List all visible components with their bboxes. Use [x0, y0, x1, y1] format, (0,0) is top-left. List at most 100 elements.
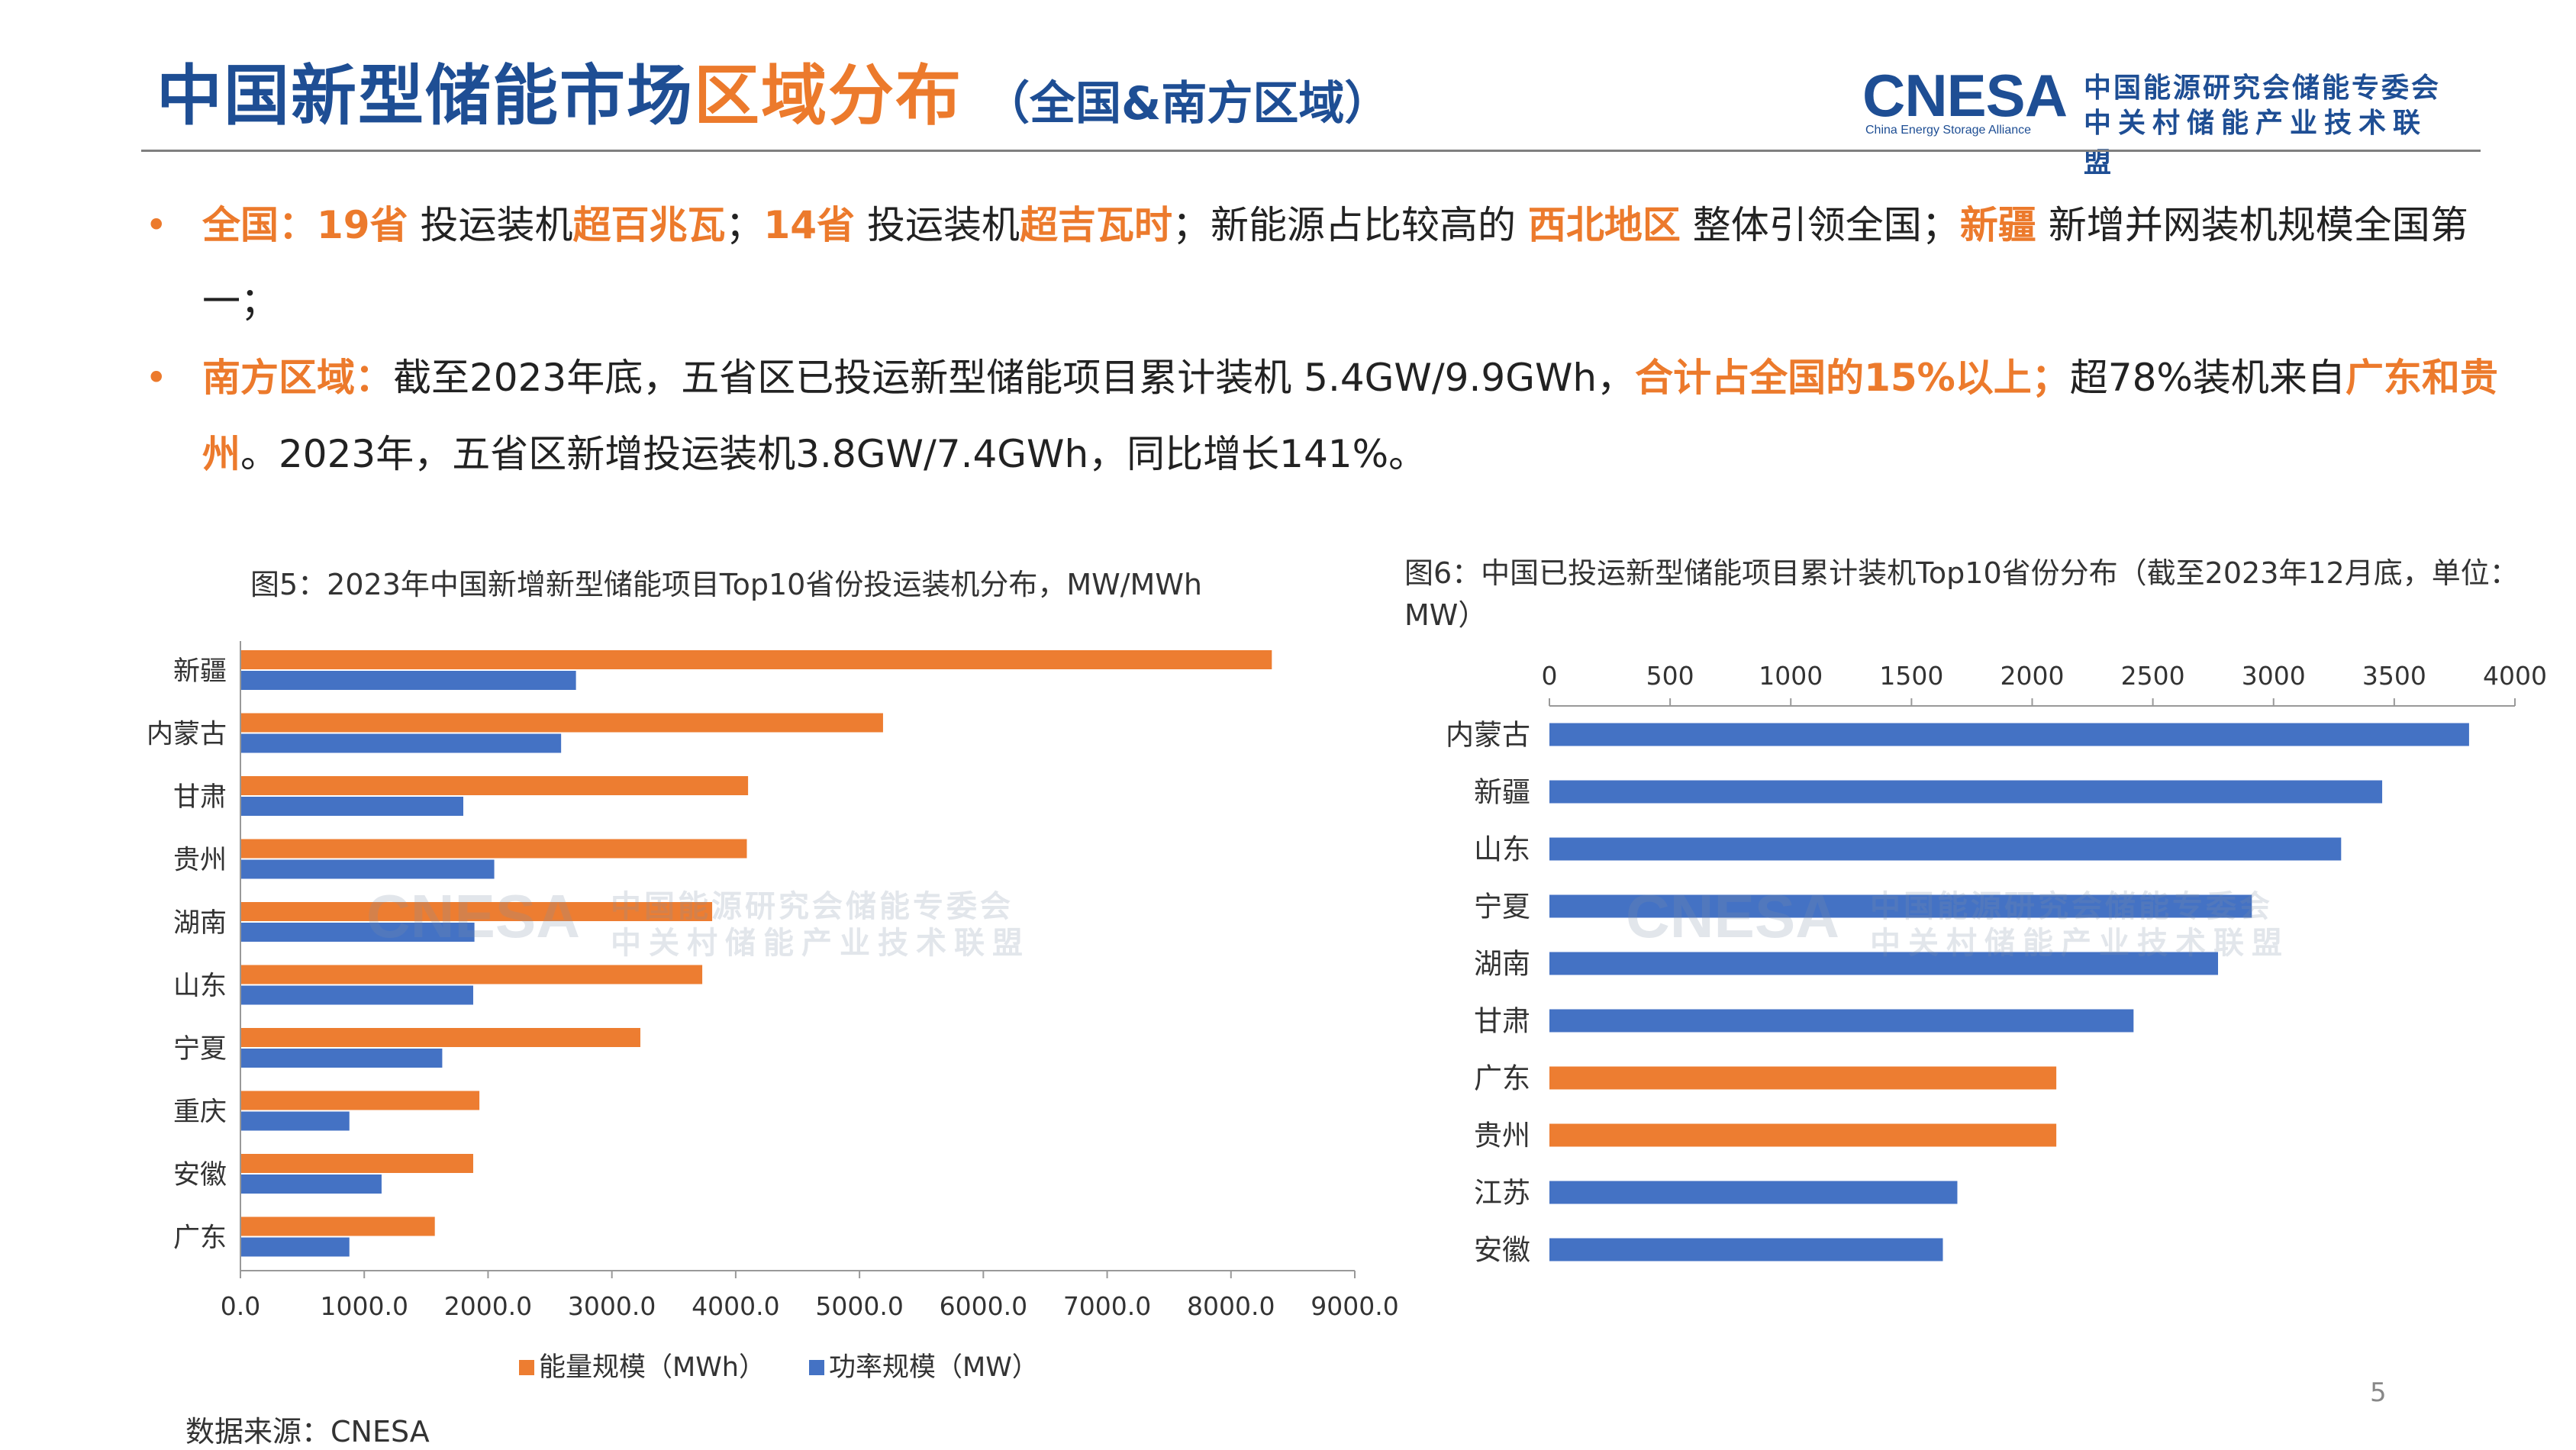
legend-label: 功率规模（MW）: [829, 1352, 1039, 1383]
x-tick-label: 4000: [2483, 661, 2547, 691]
body-text: 超78%装机来自: [2069, 356, 2345, 400]
x-tick-label: 3500: [2362, 661, 2426, 691]
bar-power: [240, 859, 495, 879]
category-label: 重庆: [173, 1097, 227, 1128]
watermark-mark: CNESA: [1626, 882, 1840, 950]
bar-energy: [240, 1216, 435, 1236]
bullet-text: 南方区域：截至2023年底，五省区已投运新型储能项目累计装机 5.4GW/9.9…: [202, 340, 2511, 492]
category-label: 湖南: [173, 908, 227, 939]
highlight-text: 南方区域：: [202, 356, 393, 400]
category-label: 安徽: [1474, 1234, 1530, 1267]
watermark-cn1: 中国能源研究会储能专委会: [1870, 889, 2273, 924]
body-text: ；新能源占比较高的: [1172, 203, 1528, 247]
category-label: 贵州: [173, 846, 227, 876]
highlight-text: 19省: [317, 203, 408, 247]
bullet-south: • 南方区域：截至2023年底，五省区已投运新型储能项目累计装机 5.4GW/9…: [145, 340, 2511, 492]
x-tick-label: 9000.0: [1311, 1291, 1398, 1321]
bar-cumulative: [1549, 952, 2219, 975]
category-label: 安徽: [173, 1160, 227, 1191]
body-text: 投运装机: [408, 203, 573, 247]
highlight-text: 广东和贵州: [202, 356, 2498, 476]
watermark-cn2: 中关村储能产业技术联盟: [611, 926, 1030, 961]
category-label: 广东: [1474, 1062, 1530, 1095]
watermark-cn1: 中国能源研究会储能专委会: [611, 889, 1014, 924]
x-tick-label: 4000.0: [692, 1291, 779, 1321]
bar-energy: [240, 776, 749, 795]
category-label: 宁夏: [1474, 891, 1530, 923]
legend-swatch: [519, 1360, 534, 1375]
title-subtitle: （全国&南方区域）: [984, 77, 1391, 130]
x-tick-label: 1000.0: [320, 1291, 408, 1321]
x-tick-label: 3000.0: [568, 1291, 656, 1321]
x-tick-label: 1500: [1879, 661, 1943, 691]
x-tick-label: 1000: [1759, 661, 1823, 691]
category-label: 新疆: [173, 656, 227, 687]
x-tick-label: 2000.0: [444, 1291, 532, 1321]
cnesa-logo: CNESA China Energy Storage Alliance 中国能源…: [1862, 61, 2442, 179]
category-label: 新疆: [1474, 776, 1530, 809]
page-number: 5: [2370, 1378, 2387, 1408]
x-tick-label: 2000: [2001, 661, 2065, 691]
bar-cumulative: [1549, 1238, 1943, 1262]
legend-label: 能量规模（MWh）: [539, 1352, 766, 1383]
watermark-mark: CNESA: [366, 882, 581, 950]
body-text: 。2023年，五省区新增投运装机3.8GW/7.4GWh，同比增长141%。: [240, 432, 1427, 476]
bar-energy: [240, 965, 703, 984]
data-source: 数据来源：CNESA: [185, 1415, 430, 1448]
logo-cn-line1: 中国能源研究会储能专委会: [2084, 72, 2442, 104]
bar-cumulative: [1549, 1066, 2057, 1090]
highlight-text: 全国：: [202, 203, 317, 247]
category-label: 湖南: [1474, 948, 1530, 981]
x-tick-label: 0.0: [221, 1291, 260, 1321]
bar-energy: [240, 1091, 480, 1110]
logo-sub-en: China Energy Storage Alliance: [1865, 124, 2032, 137]
bar-power: [240, 733, 562, 753]
highlight-text: 14省: [763, 203, 856, 247]
bullet-list: • 全国：19省 投运装机超百兆瓦；14省 投运装机超吉瓦时；新能源占比较高的 …: [145, 187, 2511, 492]
watermark-left: CNESA 中国能源研究会储能专委会 中关村储能产业技术联盟: [366, 881, 1023, 961]
bar-energy: [240, 650, 1272, 669]
title-main: 中国新型储能市场: [156, 58, 694, 134]
category-label: 甘肃: [1474, 1005, 1530, 1038]
body-text: 整体引领全国；: [1680, 203, 1960, 247]
bar-energy: [240, 1028, 640, 1047]
bar-power: [240, 923, 475, 942]
bullet-national: • 全国：19省 投运装机超百兆瓦；14省 投运装机超吉瓦时；新能源占比较高的 …: [145, 187, 2511, 340]
category-label: 宁夏: [173, 1034, 227, 1065]
x-tick-label: 2500: [2121, 661, 2185, 691]
bullet-dot-icon: •: [145, 203, 168, 247]
watermark-right: CNESA 中国能源研究会储能专委会 中关村储能产业技术联盟: [1626, 881, 2282, 961]
highlight-text: 合计占全国的15%以上；: [1635, 356, 2070, 400]
bar-cumulative: [1549, 894, 2252, 918]
highlight-text: 西北地区: [1527, 203, 1681, 247]
bar-cumulative: [1549, 723, 2469, 746]
bar-cumulative: [1549, 780, 2383, 804]
category-label: 山东: [173, 972, 227, 1002]
body-text: ；: [725, 203, 764, 247]
body-text: 新增并网装机规模全国第一；: [202, 203, 2468, 324]
highlight-text: 超百兆瓦: [572, 203, 726, 247]
category-label: 甘肃: [173, 782, 227, 813]
category-label: 贵州: [1474, 1120, 1530, 1152]
highlight-text: 新疆: [1959, 203, 2036, 247]
category-label: 内蒙古: [147, 720, 227, 750]
chart2-title: 图6：中国已投运新型储能项目累计装机Top10省份分布（截至2023年12月底，…: [1404, 556, 2519, 632]
chart2-svg: 0 500 1000 1500 2000 2500 3000 3500 4000 内蒙古新疆山东宁…: [1446, 661, 2547, 1267]
bar-cumulative: [1549, 1009, 2134, 1033]
body-text: 投运装机: [855, 203, 1020, 247]
legend-swatch: [809, 1360, 824, 1375]
x-tick-label: 500: [1646, 661, 1694, 691]
bar-power: [240, 1049, 443, 1068]
logo-cn-line2: 中关村储能产业技术联盟: [2084, 108, 2428, 179]
body-text: 截至2023年底，五省区已投运新型储能项目累计装机 5.4GW/9.9GWh，: [393, 356, 1636, 400]
bar-power: [240, 797, 463, 816]
watermark-cn2: 中关村储能产业技术联盟: [1870, 926, 2290, 961]
chart1-title: 图5：2023年中国新增新型储能项目Top10省份投运装机分布，MW/MWh: [250, 568, 1202, 601]
category-label: 广东: [173, 1223, 227, 1254]
bar-cumulative: [1549, 1181, 1958, 1204]
bar-power: [240, 1111, 350, 1131]
bar-cumulative: [1549, 837, 2342, 861]
highlight-text: 超吉瓦时: [1020, 203, 1172, 247]
x-tick-label: 5000.0: [815, 1291, 903, 1321]
x-tick-label: 6000.0: [940, 1291, 1027, 1321]
